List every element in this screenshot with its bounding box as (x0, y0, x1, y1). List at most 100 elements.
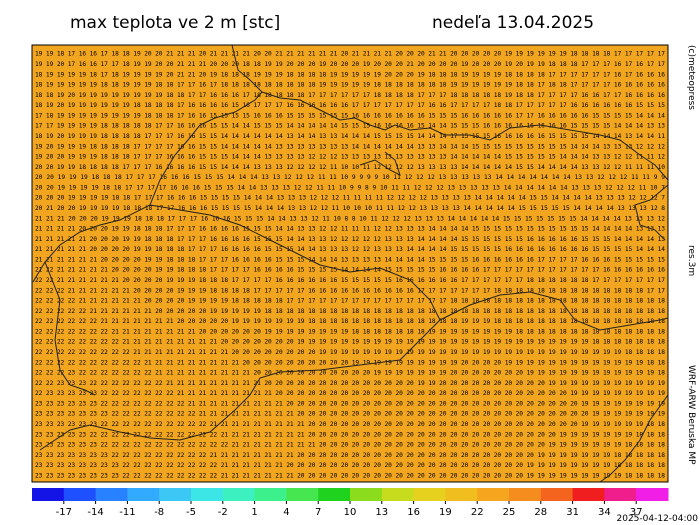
grid-row: 23 23 23 23 23 23 22 22 22 22 22 22 22 2… (35, 442, 665, 449)
colorbar-segment (32, 488, 65, 501)
grid-row: 20 20 19 19 19 19 18 18 17 17 17 17 16 1… (35, 184, 665, 191)
colorbar-label: 25 (503, 507, 516, 518)
border (634, 184, 669, 241)
grid-row: 23 23 23 23 23 23 22 22 22 22 22 22 22 2… (35, 400, 665, 407)
colorbar-segment (222, 488, 256, 501)
colorbar-segment (509, 488, 542, 501)
colorbar-label: 10 (344, 507, 357, 518)
colorbar-segment (127, 488, 160, 501)
colorbar-segment (413, 488, 446, 501)
grid-row: 23 23 23 23 23 22 22 22 22 22 22 22 22 2… (35, 431, 665, 438)
date: nedeľa 13.04.2025 (432, 13, 594, 33)
grid-row: 20 20 19 19 19 18 18 18 17 17 17 16 16 1… (35, 174, 665, 181)
grid-row: 18 19 19 19 19 18 17 18 19 19 19 19 20 2… (35, 71, 665, 78)
value-grid: 19 19 18 17 16 16 17 18 18 19 20 20 21 2… (35, 51, 665, 480)
resolution: res.3m (686, 245, 696, 276)
grid-row: 23 23 23 23 23 23 23 23 22 22 22 22 22 2… (35, 472, 665, 479)
grid-row: 21 21 21 21 21 20 20 20 20 19 19 18 18 1… (35, 246, 665, 253)
colorbar-segment (381, 488, 415, 501)
grid-row: 22 22 23 23 23 22 22 22 22 22 22 22 21 2… (35, 380, 665, 387)
grid-row: 21 21 21 21 21 21 20 20 20 20 19 19 18 1… (35, 256, 665, 263)
grid-row: 22 22 22 22 22 22 22 22 22 21 21 21 21 2… (35, 349, 665, 356)
grid-row: 18 18 19 20 19 19 19 19 19 19 19 19 18 1… (35, 92, 665, 99)
grid-row: 22 22 22 22 22 22 22 21 21 21 21 21 21 2… (35, 328, 665, 335)
grid-row: 17 17 19 19 19 19 18 18 18 18 18 17 17 1… (35, 123, 665, 130)
grid-row: 22 22 22 22 22 21 21 21 21 21 21 20 20 2… (35, 308, 665, 315)
colorbar: -17 -14 -11 -8 -5 -2 1 4 7 10 13 16 19 22 25 28 31 34 37 (32, 488, 669, 518)
map-area (31, 44, 669, 483)
colorbar-label: -14 (87, 507, 103, 518)
grid-row: 20 20 20 19 19 19 19 18 18 17 17 17 16 1… (35, 195, 665, 202)
colorbar-segment (636, 488, 669, 501)
colorbar-label: 19 (439, 507, 452, 518)
border (32, 44, 263, 283)
grid-row: 23 23 23 23 23 23 22 22 22 22 22 22 22 2… (35, 421, 665, 428)
border (44, 261, 96, 396)
grid-row: 18 19 20 19 19 19 19 19 19 18 18 18 18 1… (35, 102, 665, 109)
colorbar-label: 37 (630, 507, 643, 518)
grid-row: 19 20 19 19 19 18 18 18 18 17 17 17 17 1… (35, 143, 665, 150)
grid-row: 19 20 20 19 19 19 18 18 18 17 17 17 16 1… (35, 154, 665, 161)
grid-row: 22 22 22 22 22 22 22 22 21 21 21 21 21 2… (35, 339, 665, 346)
grid-row: 17 18 19 19 19 19 19 19 19 19 18 18 18 1… (35, 112, 665, 119)
grid-row: 23 23 23 23 23 23 23 23 22 22 22 22 22 2… (35, 462, 665, 469)
grid-row: 20 21 20 20 19 19 19 19 18 18 18 17 17 1… (35, 205, 665, 212)
grid-row: 19 19 18 17 16 16 17 18 18 19 20 20 21 2… (35, 51, 665, 58)
grid-row: 21 21 21 20 20 20 19 19 19 18 18 18 17 1… (35, 215, 665, 222)
colorbar-segment (95, 488, 128, 501)
grid-row: 22 22 21 21 21 21 21 21 20 20 20 20 19 1… (35, 277, 665, 284)
colorbar-label: 22 (471, 507, 484, 518)
grid-row: 22 22 22 23 22 22 22 22 22 22 22 21 21 2… (35, 370, 665, 377)
grid-row: 22 23 23 23 23 23 22 22 22 22 22 22 22 2… (35, 390, 665, 397)
run-time: 2025-04-12-04:00 (617, 514, 699, 524)
colorbar-segment (318, 488, 351, 501)
colorbar-segment (572, 488, 605, 501)
copyright: (c)meteopress (686, 45, 696, 110)
grid-row: 22 22 22 22 22 22 22 22 22 22 21 21 21 2… (35, 359, 665, 366)
grid-row: 18 19 20 19 19 19 18 18 18 18 17 17 17 1… (35, 133, 665, 140)
colorbar-label: -2 (218, 507, 228, 518)
grid-row: 22 22 22 22 22 22 21 21 21 21 21 21 21 2… (35, 318, 665, 325)
colorbar-label: 7 (315, 507, 321, 518)
border (261, 91, 669, 181)
grid-row: 19 19 20 17 16 16 17 17 18 19 19 20 20 2… (35, 61, 665, 68)
colorbar-segment (254, 488, 287, 501)
colorbar-label: 1 (251, 507, 257, 518)
colorbar-segment (191, 488, 224, 501)
border (599, 394, 669, 483)
colorbar-segment (63, 488, 97, 501)
grid-row: 21 22 21 21 21 21 21 20 20 20 20 19 19 1… (35, 267, 665, 274)
grid-row: 21 21 21 21 20 20 20 19 19 18 18 18 17 1… (35, 226, 665, 233)
colorbar-label: -5 (186, 507, 196, 518)
colorbar-label: -8 (154, 507, 164, 518)
colorbar-segment (604, 488, 637, 501)
grid-row: 20 20 19 19 18 18 18 18 17 17 17 16 16 1… (35, 164, 665, 171)
title: max teplota ve 2 m [stc] (70, 13, 280, 33)
grid-row: 22 22 22 21 21 21 21 21 21 20 20 20 20 1… (35, 287, 665, 294)
colorbar-label: 13 (375, 507, 388, 518)
grid-row: 21 21 21 21 21 20 20 20 19 19 18 18 18 1… (35, 236, 665, 243)
grid-row: 22 22 22 22 21 21 21 21 21 21 20 20 20 2… (35, 298, 665, 305)
grid-row: 23 23 23 23 23 23 23 22 22 22 22 22 22 2… (35, 452, 665, 459)
colorbar-segment (445, 488, 478, 501)
model: WRF-ARW Beruska MP (686, 365, 696, 465)
colorbar-label: 16 (407, 507, 420, 518)
border (439, 291, 669, 331)
border (359, 151, 401, 176)
colorbar-segment (540, 488, 574, 501)
colorbar-segment (350, 488, 383, 501)
colorbar-segment (477, 488, 510, 501)
colorbar-label: 31 (566, 507, 579, 518)
colorbar-label: 4 (283, 507, 289, 518)
colorbar-label: -17 (56, 507, 72, 518)
colorbar-label: -11 (119, 507, 135, 518)
colorbar-segment (286, 488, 319, 501)
grid-row: 23 23 23 23 23 23 23 22 22 22 22 22 22 2… (35, 411, 665, 418)
colorbar-label: 34 (598, 507, 611, 518)
border (39, 204, 441, 451)
grid-row: 18 19 19 19 19 19 18 18 19 19 19 18 18 1… (35, 82, 665, 89)
colorbar-segment (159, 488, 192, 501)
colorbar-label: 28 (534, 507, 547, 518)
borders (32, 44, 669, 483)
